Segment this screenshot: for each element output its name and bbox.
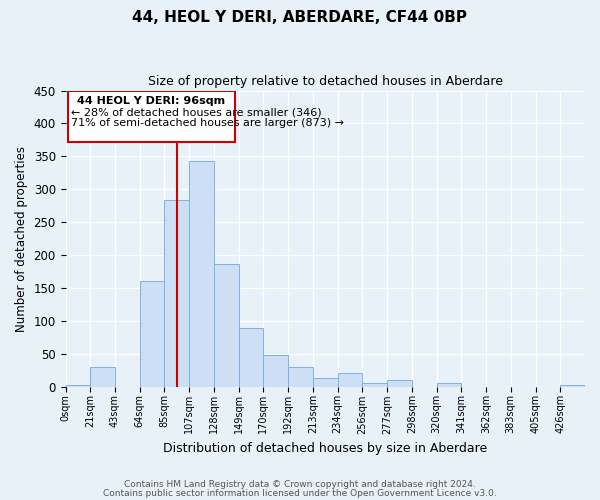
Bar — [288, 367, 313, 386]
Text: 71% of semi-detached houses are larger (873) →: 71% of semi-detached houses are larger (… — [71, 118, 344, 128]
Text: 44 HEOL Y DERI: 96sqm: 44 HEOL Y DERI: 96sqm — [77, 96, 226, 106]
X-axis label: Distribution of detached houses by size in Aberdare: Distribution of detached houses by size … — [163, 442, 487, 455]
Bar — [362, 383, 387, 386]
Bar — [338, 374, 362, 386]
Text: ← 28% of detached houses are smaller (346): ← 28% of detached houses are smaller (34… — [71, 108, 322, 118]
Bar — [239, 328, 263, 386]
Bar — [214, 264, 239, 386]
Bar — [90, 367, 115, 386]
Bar — [313, 378, 338, 386]
Text: 44, HEOL Y DERI, ABERDARE, CF44 0BP: 44, HEOL Y DERI, ABERDARE, CF44 0BP — [133, 10, 467, 25]
Bar — [560, 384, 585, 386]
Text: Contains public sector information licensed under the Open Government Licence v3: Contains public sector information licen… — [103, 488, 497, 498]
Bar — [164, 200, 189, 386]
Text: Contains HM Land Registry data © Crown copyright and database right 2024.: Contains HM Land Registry data © Crown c… — [124, 480, 476, 489]
Bar — [387, 380, 412, 386]
FancyBboxPatch shape — [68, 90, 235, 142]
Bar — [263, 355, 288, 386]
Bar — [140, 282, 164, 387]
Bar — [189, 161, 214, 386]
Bar — [437, 383, 461, 386]
Y-axis label: Number of detached properties: Number of detached properties — [15, 146, 28, 332]
Title: Size of property relative to detached houses in Aberdare: Size of property relative to detached ho… — [148, 75, 503, 88]
Bar — [65, 384, 90, 386]
